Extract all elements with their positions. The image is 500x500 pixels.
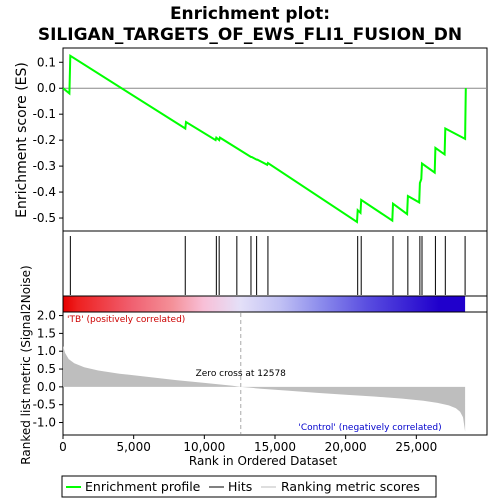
- enrichment-profile-line: [62, 54, 467, 224]
- chart-title: Enrichment plot: SILIGAN_TARGETS_OF_EWS_…: [38, 4, 462, 45]
- positive-correlation-label: 'TB' (positively correlated): [67, 315, 185, 325]
- es-y-ticks: 0.1 0.0 -0.1 -0.2 -0.3 -0.4 -0.5: [33, 55, 63, 225]
- x-tick-label: 5,000: [116, 440, 150, 454]
- metric-y-tick-label: 0.0: [37, 380, 56, 394]
- metric-y-axis-label: Ranked list metric (Signal2Noise): [19, 265, 33, 464]
- x-tick-label: 10,000: [183, 440, 225, 454]
- metric-y-tick-label: 0.5: [37, 362, 56, 376]
- es-y-tick-label: -0.5: [33, 211, 56, 225]
- es-y-tick-label: -0.1: [33, 107, 56, 121]
- es-y-tick-label: 0.1: [37, 55, 56, 69]
- rank-band: [62, 295, 488, 313]
- es-y-tick-label: 0.0: [37, 81, 56, 95]
- x-tick-label: 25,000: [395, 440, 437, 454]
- es-y-axis-label: Enrichment score (ES): [14, 62, 30, 218]
- legend-enrichment-label: Enrichment profile: [85, 479, 201, 494]
- x-axis-ticks: 0 5,000 10,000 15,000 20,000 25,000: [59, 435, 437, 454]
- chart-title-line-2: SILIGAN_TARGETS_OF_EWS_FLI1_FUSION_DN: [38, 25, 462, 45]
- hits-panel-frame: [62, 230, 488, 297]
- es-y-tick-label: -0.2: [33, 133, 56, 147]
- hits-panel: [62, 230, 488, 297]
- metric-panel: 2.0 1.5 1.0 0.5 0.0 -0.5 -1.0 'TB' (positively…: [19, 265, 488, 465]
- es-y-tick-label: -0.3: [33, 159, 56, 173]
- metric-y-ticks: 2.0 1.5 1.0 0.5 0.0 -0.5 -1.0: [33, 309, 63, 430]
- rank-band-gradient: [63, 296, 466, 312]
- metric-y-tick-label: -1.0: [33, 416, 56, 430]
- legend-hits-label: Hits: [228, 479, 252, 494]
- zero-cross-label: Zero cross at 12578: [196, 369, 287, 379]
- metric-y-tick-label: 2.0: [37, 309, 56, 323]
- ranking-metric-area: [63, 345, 466, 432]
- metric-y-tick-label: 1.5: [37, 326, 56, 340]
- metric-y-tick-label: 1.0: [37, 344, 56, 358]
- x-tick-label: 0: [59, 440, 67, 454]
- x-tick-label: 15,000: [254, 440, 296, 454]
- es-panel: 0.1 0.0 -0.1 -0.2 -0.3 -0.4 -0.5 Enrichment sc…: [14, 47, 488, 232]
- legend: Enrichment profile Hits Ranking metric s…: [61, 475, 437, 498]
- chart-title-line-1: Enrichment plot:: [170, 4, 330, 24]
- x-axis-label: Rank in Ordered Dataset: [189, 454, 337, 468]
- metric-panel-frame: [62, 311, 488, 436]
- legend-frame: [61, 475, 437, 498]
- metric-y-tick-label: -0.5: [33, 398, 56, 412]
- negative-correlation-label: 'Control' (negatively correlated): [298, 423, 441, 433]
- legend-ranking-label: Ranking metric scores: [281, 479, 420, 494]
- hit-lines: [69, 236, 466, 295]
- x-tick-label: 20,000: [325, 440, 367, 454]
- es-panel-frame: [62, 47, 488, 232]
- es-y-tick-label: -0.4: [33, 185, 56, 199]
